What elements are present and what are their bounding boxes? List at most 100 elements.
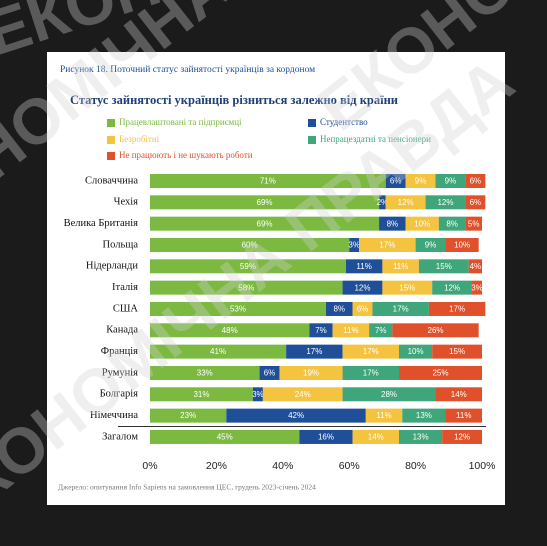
- bar-segment: [372, 301, 429, 316]
- bar-segment: [279, 365, 343, 380]
- value-label: 26%: [428, 326, 444, 335]
- bar-segment: [382, 280, 433, 295]
- value-label: 15%: [436, 262, 452, 271]
- value-label: 6%: [357, 305, 369, 314]
- bar-segment: [465, 195, 486, 210]
- value-label: 5%: [468, 219, 480, 228]
- value-label: 9%: [425, 241, 437, 250]
- legend-label: Непрацездатні та пенсіонери: [320, 134, 431, 144]
- bar-segment: [150, 259, 346, 274]
- bar-segment: [150, 195, 380, 210]
- value-label: 11%: [456, 411, 471, 420]
- value-label: 15%: [399, 283, 415, 292]
- bar-segment: [150, 237, 350, 252]
- bar-segment: [442, 429, 482, 444]
- bar-segment: [385, 174, 406, 188]
- bar-segment: [252, 387, 263, 402]
- bar-segment: [445, 408, 482, 423]
- value-label: 45%: [217, 433, 233, 442]
- value-label: 16%: [318, 433, 334, 442]
- value-label: 8%: [446, 219, 458, 228]
- value-label: 4%: [470, 262, 482, 271]
- value-label: 33%: [197, 369, 213, 378]
- category-label: Словаччина: [85, 175, 138, 186]
- value-label: 10%: [454, 241, 470, 250]
- value-label: 17%: [393, 305, 409, 314]
- category-label: Велика Британія: [64, 218, 139, 229]
- value-label: 3%: [348, 241, 360, 250]
- bar-segment: [332, 323, 370, 338]
- x-tick-label: 60%: [339, 460, 360, 472]
- x-tick-label: 0%: [142, 460, 157, 472]
- category-label: Польща: [103, 239, 139, 250]
- value-label: 11%: [376, 411, 391, 420]
- bar-segment: [150, 280, 343, 295]
- figure-caption: Рисунок 18. Поточний статус зайнятості у…: [60, 64, 315, 75]
- card: [47, 52, 505, 505]
- bar-segment: [226, 408, 366, 423]
- bar-segment: [399, 429, 443, 444]
- category-label: Чехія: [114, 197, 139, 208]
- bar-segment: [405, 174, 436, 188]
- x-tick-label: 100%: [469, 460, 496, 472]
- bar-segment: [369, 323, 393, 338]
- bar-segment: [379, 195, 386, 210]
- source: Джерело: опитування Info Sapiens на замо…: [58, 483, 316, 492]
- bar-segment: [259, 365, 280, 380]
- value-label: 58%: [238, 283, 254, 292]
- bar-segment: [150, 174, 386, 188]
- category-label: США: [113, 303, 139, 314]
- bar-segment: [465, 216, 482, 231]
- legend-label: Безробітні: [119, 134, 160, 144]
- value-label: 12%: [398, 198, 414, 207]
- value-label: 3%: [471, 283, 483, 292]
- value-label: 9%: [415, 177, 427, 186]
- bar-segment: [435, 174, 466, 188]
- bar-segment: [150, 301, 326, 316]
- value-label: 11%: [393, 262, 408, 271]
- value-label: 15%: [449, 347, 465, 356]
- legend-label: Працевлаштовані та підприємці: [119, 117, 242, 127]
- value-label: 6%: [390, 177, 402, 186]
- bar-segment: [468, 259, 482, 274]
- value-label: 9%: [445, 177, 457, 186]
- legend-swatch: [107, 152, 115, 160]
- value-label: 17%: [363, 369, 379, 378]
- legend-swatch: [107, 136, 115, 144]
- category-label: Канада: [106, 325, 138, 336]
- value-label: 48%: [222, 326, 238, 335]
- category-label: Румунія: [102, 367, 138, 378]
- value-label: 10%: [408, 347, 424, 356]
- bar-segment: [418, 259, 469, 274]
- bar-segment: [325, 301, 353, 316]
- category-label: Італія: [112, 282, 138, 293]
- bar-segment: [415, 237, 446, 252]
- value-label: 12%: [454, 433, 470, 442]
- bar-segment: [432, 280, 473, 295]
- bar-segment: [428, 301, 486, 316]
- bar-segment: [438, 216, 466, 231]
- bar-segment: [262, 387, 343, 402]
- value-label: 14%: [451, 390, 467, 399]
- value-label: 6%: [470, 177, 482, 186]
- value-label: 71%: [260, 177, 276, 186]
- value-label: 41%: [210, 347, 226, 356]
- value-label: 3%: [252, 390, 264, 399]
- category-label: Нідерланди: [86, 261, 138, 272]
- value-label: 14%: [368, 433, 384, 442]
- bar-segment: [150, 365, 260, 380]
- bar-segment: [435, 387, 482, 402]
- value-label: 13%: [416, 411, 432, 420]
- bar-segment: [352, 301, 373, 316]
- value-label: 28%: [381, 390, 397, 399]
- bar-segment: [150, 408, 227, 423]
- chart-title: Статус зайнятості українців різниться за…: [70, 93, 398, 107]
- bar-segment: [150, 429, 300, 444]
- bar-segment: [385, 195, 426, 210]
- value-label: 6%: [470, 198, 482, 207]
- value-label: 17%: [379, 241, 395, 250]
- bar-segment: [365, 408, 403, 423]
- bar-segment: [299, 429, 353, 444]
- bar-segment: [432, 344, 482, 359]
- legend-label: Не працюють і не шукають роботи: [119, 150, 253, 160]
